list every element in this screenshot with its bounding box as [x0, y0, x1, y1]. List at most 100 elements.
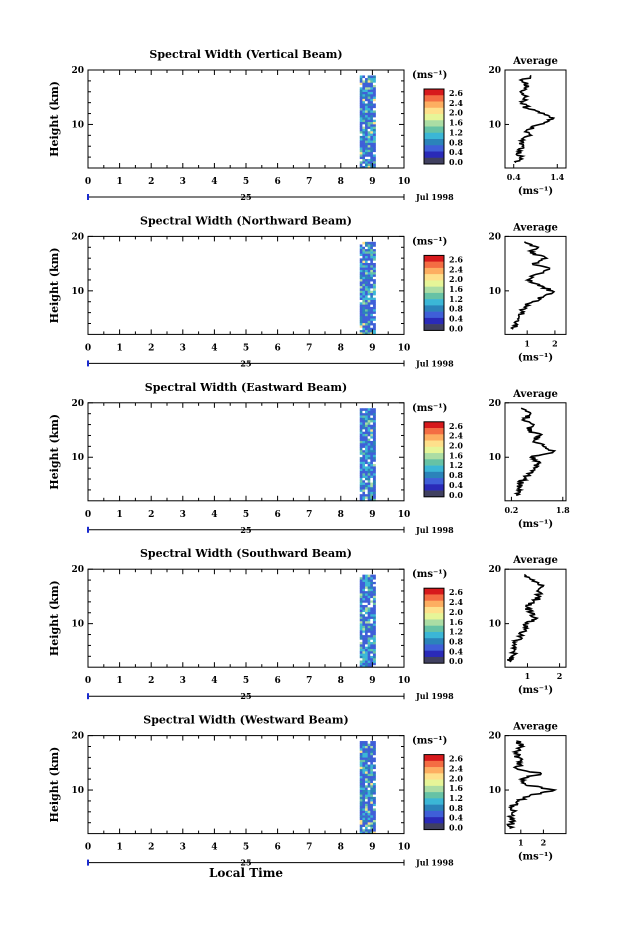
heatmap-cell	[362, 452, 366, 455]
colorbar-swatch	[424, 471, 444, 479]
heatmap-cell	[359, 278, 363, 282]
heatmap-cell	[367, 822, 371, 825]
heatmap-cell	[370, 126, 374, 129]
heatmap-cell	[365, 297, 368, 300]
colorbar-swatch	[424, 810, 444, 818]
colorbar-tick-label: 0.0	[449, 823, 463, 833]
heatmap-cell	[370, 583, 374, 587]
average-x-label: (ms⁻¹)	[518, 519, 553, 530]
heatmap-cell	[362, 311, 366, 314]
heatmap-cell	[359, 780, 363, 783]
heatmap-cell	[365, 491, 368, 495]
heatmap-cell	[367, 429, 371, 432]
colorbar-swatch	[424, 453, 444, 460]
heatmap-cell	[362, 815, 366, 818]
heatmap-cell	[365, 147, 368, 150]
heatmap-cell	[362, 149, 366, 153]
heatmap-cell	[362, 780, 366, 783]
heatmap-cell	[367, 107, 371, 111]
heatmap-cell	[367, 93, 371, 97]
heatmap-cell	[365, 274, 368, 277]
heatmap-cell	[367, 114, 371, 118]
heatmap-cell	[370, 459, 374, 462]
heatmap-cell	[370, 329, 374, 333]
heatmap-cell	[372, 771, 376, 774]
heatmap-cell	[370, 463, 374, 467]
heatmap-cell	[372, 745, 376, 749]
heatmap-cell	[359, 253, 363, 257]
heatmap-cell	[367, 798, 371, 802]
colorbar-tick-label: 0.4	[449, 147, 463, 157]
colorbar-swatch	[424, 773, 444, 780]
colorbar-swatch	[424, 428, 444, 435]
heatmap-cell	[359, 438, 363, 441]
heatmap-cell	[359, 258, 363, 261]
average-y-tick-label: 20	[488, 232, 501, 242]
heatmap-cell	[362, 299, 366, 303]
heatmap-cell	[362, 808, 366, 811]
heatmap-cell	[370, 440, 374, 444]
heatmap-cell	[359, 826, 363, 830]
colorbar-tick-label: 2.0	[449, 773, 463, 783]
heatmap-cell	[365, 595, 368, 599]
heatmap-cell	[365, 791, 368, 795]
heatmap-cell	[372, 574, 376, 578]
x-tick-label: 8	[338, 676, 344, 686]
heatmap-cell	[367, 91, 371, 95]
heatmap-cell	[359, 660, 363, 663]
heatmap-cell	[359, 329, 363, 333]
heatmap-cell	[372, 315, 376, 319]
heatmap-cell	[365, 787, 368, 790]
heatmap-cell	[367, 417, 371, 421]
heatmap-cell	[359, 771, 363, 774]
heatmap-cell	[359, 285, 363, 289]
heatmap-cell	[365, 470, 368, 474]
heatmap-cell	[362, 754, 366, 758]
x-tick-label: 1	[116, 177, 122, 187]
heatmap-cell	[372, 415, 376, 418]
heatmap-cell	[367, 278, 371, 282]
x-tick-label: 10	[398, 343, 411, 353]
heatmap-cell	[370, 831, 374, 834]
heatmap-cell	[365, 754, 368, 758]
heatmap-cell	[367, 595, 371, 599]
heatmap-cell	[362, 306, 366, 310]
heatmap-cell	[370, 161, 374, 164]
heatmap-cell	[362, 304, 366, 307]
heatmap-cell	[365, 805, 368, 809]
heatmap-cell	[365, 75, 368, 79]
heatmap-cell	[362, 588, 366, 592]
heatmap-cell	[359, 484, 363, 488]
heatmap-cell	[365, 463, 368, 467]
heatmap-cell	[362, 771, 366, 774]
x-tick-label: 9	[369, 676, 375, 686]
heatmap-cell	[362, 281, 366, 284]
heatmap-cell	[370, 819, 374, 823]
heatmap-cell	[367, 276, 371, 280]
heatmap-cell	[370, 130, 374, 134]
heatmap-cell	[372, 657, 376, 661]
heatmap-cell	[367, 299, 371, 303]
heatmap-cell	[370, 579, 374, 582]
heatmap-cell	[370, 295, 374, 298]
average-profile-line	[513, 74, 556, 164]
heatmap-cell	[365, 803, 368, 807]
heatmap-cell	[372, 80, 376, 83]
heatmap-cell	[359, 151, 363, 155]
heatmap-cell	[365, 288, 368, 291]
heatmap-cell	[370, 442, 374, 446]
heatmap-cell	[362, 463, 366, 467]
average-x-label: (ms⁻¹)	[518, 685, 553, 696]
heatmap-cell	[359, 787, 363, 790]
chart-panel-2: Spectral Width (Eastward Beam) 0 1 2 3 4 5 6 7 8 9…	[48, 381, 570, 535]
heatmap-cell	[372, 609, 376, 612]
y-axis-label: Height (km)	[48, 414, 61, 490]
heatmap-cell	[359, 255, 363, 259]
heatmap-cell	[365, 618, 368, 622]
heatmap-cell	[372, 433, 376, 437]
heatmap-cell	[359, 475, 363, 478]
heatmap-cell	[370, 489, 374, 492]
heatmap-cell	[359, 98, 363, 102]
heatmap-cell	[359, 311, 363, 314]
heatmap-cell	[372, 96, 376, 99]
